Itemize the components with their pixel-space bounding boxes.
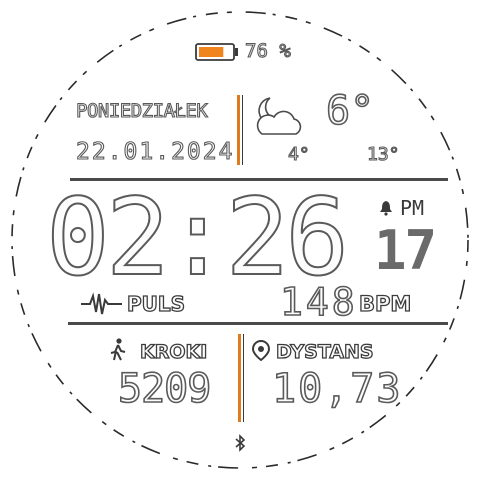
location-pin-icon: [250, 339, 274, 365]
bluetooth-icon: [232, 434, 248, 456]
time-hours-minutes: 02:26: [45, 176, 350, 299]
high-temp: 13°: [366, 143, 400, 165]
top-divider: [70, 178, 448, 181]
steps-label: KROKI: [139, 340, 208, 363]
walker-icon: [108, 338, 128, 366]
bottom-divider: [68, 322, 448, 325]
pulse-label: PULS: [126, 291, 186, 316]
pulse-value: 148: [279, 279, 358, 325]
weekday-label: PONIEDZIAŁEK: [75, 99, 208, 122]
steps-distance-divider: [238, 334, 241, 422]
bell-icon: [379, 200, 393, 220]
steps-distance-divider-shadow: [243, 334, 244, 422]
battery-indicator: [195, 42, 239, 62]
distance-value: 10,73: [271, 365, 403, 413]
heartbeat-icon: [80, 292, 124, 320]
date-weather-divider-shadow: [242, 95, 243, 165]
pulse-unit: BPM: [358, 291, 412, 316]
date-label: 22.01.2024: [75, 138, 235, 165]
partly-cloudy-night-icon: [252, 92, 304, 142]
date-weather-divider: [237, 95, 240, 165]
low-temp: 4°: [287, 143, 310, 165]
ampm-label: PM: [400, 196, 425, 220]
current-temp: 6°: [325, 87, 375, 135]
battery-icon: [195, 43, 238, 61]
distance-label: DYSTANS: [275, 340, 374, 363]
seconds-label: 17: [374, 219, 437, 282]
battery-percent: 76 %: [244, 39, 291, 62]
steps-value: 5209: [117, 365, 212, 413]
